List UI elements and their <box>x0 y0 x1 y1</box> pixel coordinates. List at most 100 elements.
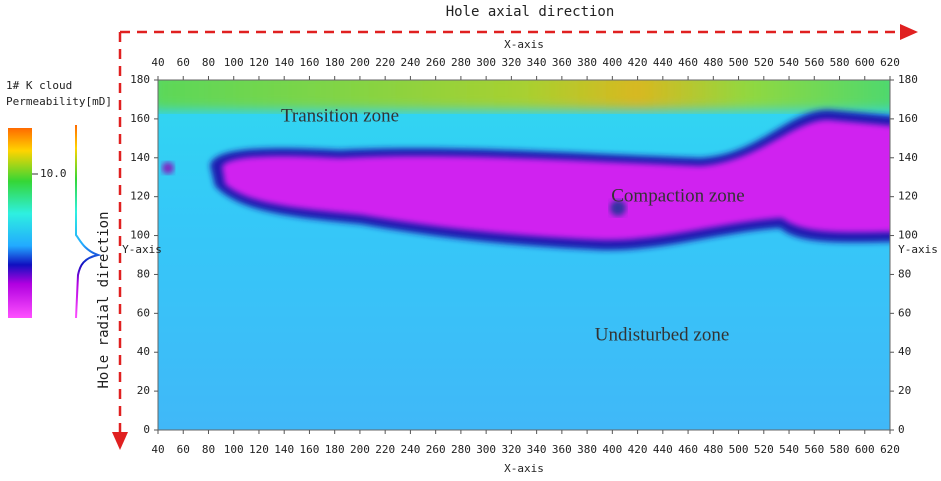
y-tick-label: 160 <box>898 112 918 125</box>
y-tick-label: 60 <box>898 306 911 319</box>
x-tick-label: 300 <box>476 443 496 456</box>
x-tick-label: 480 <box>703 443 723 456</box>
x-tick-label: 460 <box>678 443 698 456</box>
zone-annotation: Transition zone <box>281 105 399 126</box>
x-tick-label: 500 <box>729 443 749 456</box>
y-tick-label: 80 <box>898 267 911 280</box>
x-tick-label: 440 <box>653 443 673 456</box>
x-tick-label: 180 <box>325 56 345 69</box>
y-tick-label: 60 <box>137 306 150 319</box>
x-tick-label: 600 <box>855 443 875 456</box>
x-tick-label: 140 <box>274 56 294 69</box>
x-axis-title: X-axis <box>504 462 544 475</box>
x-tick-label: 40 <box>151 56 164 69</box>
x-tick-label: 380 <box>577 443 597 456</box>
x-tick-label: 120 <box>249 56 269 69</box>
x-tick-label: 220 <box>375 443 395 456</box>
y-tick-label: 0 <box>898 423 905 436</box>
x-tick-label: 220 <box>375 56 395 69</box>
x-tick-label: 260 <box>426 443 446 456</box>
x-tick-label: 360 <box>552 443 572 456</box>
arrow-head <box>900 24 918 40</box>
x-tick-label: 440 <box>653 56 673 69</box>
x-tick-label: 120 <box>249 443 269 456</box>
x-tick-label: 400 <box>602 443 622 456</box>
x-tick-label: 380 <box>577 56 597 69</box>
x-tick-label: 620 <box>880 56 900 69</box>
x-tick-label: 200 <box>350 443 370 456</box>
y-tick-label: 180 <box>898 73 918 86</box>
x-tick-label: 300 <box>476 56 496 69</box>
x-tick-label: 180 <box>325 443 345 456</box>
x-tick-label: 260 <box>426 56 446 69</box>
x-tick-label: 280 <box>451 443 471 456</box>
x-tick-label: 320 <box>501 56 521 69</box>
x-tick-label: 580 <box>830 56 850 69</box>
x-tick-label: 280 <box>451 56 471 69</box>
x-tick-label: 240 <box>400 443 420 456</box>
y-tick-label: 100 <box>898 229 918 242</box>
x-tick-label: 40 <box>151 443 164 456</box>
y-tick-label: 160 <box>130 112 150 125</box>
x-tick-label: 600 <box>855 56 875 69</box>
x-tick-label: 160 <box>300 56 320 69</box>
plot-frame <box>157 79 891 431</box>
x-tick-label: 200 <box>350 56 370 69</box>
y-tick-label: 20 <box>898 384 911 397</box>
x-tick-label: 420 <box>628 443 648 456</box>
y-tick-label: 0 <box>143 423 150 436</box>
y-tick-label: 100 <box>130 229 150 242</box>
x-tick-label: 340 <box>527 443 547 456</box>
zone-annotation: Compaction zone <box>611 185 745 206</box>
y-tick-label: 140 <box>130 151 150 164</box>
x-tick-label: 360 <box>552 56 572 69</box>
x-tick-label: 580 <box>830 443 850 456</box>
x-tick-label: 100 <box>224 56 244 69</box>
y-tick-label: 120 <box>898 190 918 203</box>
y-axis-title: Y-axis <box>898 243 938 256</box>
arrow-head <box>112 432 128 450</box>
field <box>158 80 890 430</box>
x-tick-label: 460 <box>678 56 698 69</box>
y-tick-label: 140 <box>898 151 918 164</box>
direction-arrows <box>118 30 905 436</box>
x-tick-label: 100 <box>224 443 244 456</box>
x-axis-title: X-axis <box>504 38 544 51</box>
x-tick-label: 560 <box>804 443 824 456</box>
y-tick-label: 40 <box>137 345 150 358</box>
x-tick-label: 500 <box>729 56 749 69</box>
x-tick-label: 560 <box>804 56 824 69</box>
x-tick-label: 320 <box>501 443 521 456</box>
x-tick-label: 480 <box>703 56 723 69</box>
x-tick-label: 80 <box>202 56 215 69</box>
colorbar-label: Permeability[mD] <box>6 95 112 108</box>
x-tick-label: 140 <box>274 443 294 456</box>
y-tick-label: 180 <box>130 73 150 86</box>
x-tick-label: 540 <box>779 56 799 69</box>
x-tick-label: 240 <box>400 56 420 69</box>
x-tick-label: 520 <box>754 56 774 69</box>
x-tick-label: 160 <box>300 443 320 456</box>
x-tick-label: 60 <box>177 56 190 69</box>
x-tick-label: 340 <box>527 56 547 69</box>
x-tick-label: 400 <box>602 56 622 69</box>
zone-annotation: Undisturbed zone <box>595 324 730 345</box>
y-tick-label: 40 <box>898 345 911 358</box>
colorbar-histogram <box>75 125 102 319</box>
x-tick-label: 420 <box>628 56 648 69</box>
x-tick-label: 540 <box>779 443 799 456</box>
y-tick-label: 20 <box>137 384 150 397</box>
axial-direction-title: Hole axial direction <box>446 4 615 20</box>
x-tick-label: 520 <box>754 443 774 456</box>
x-tick-label: 620 <box>880 443 900 456</box>
colorbar-tick-label: 10.0 <box>40 167 67 180</box>
y-tick-label: 80 <box>137 267 150 280</box>
x-tick-label: 80 <box>202 443 215 456</box>
colorbar <box>8 128 32 318</box>
x-tick-label: 60 <box>177 443 190 456</box>
colorbar-title: 1# K cloud <box>6 79 72 92</box>
y-axis-title: Y-axis <box>122 243 162 256</box>
y-tick-label: 120 <box>130 190 150 203</box>
radial-direction-label: Hole radial direction <box>96 211 112 388</box>
